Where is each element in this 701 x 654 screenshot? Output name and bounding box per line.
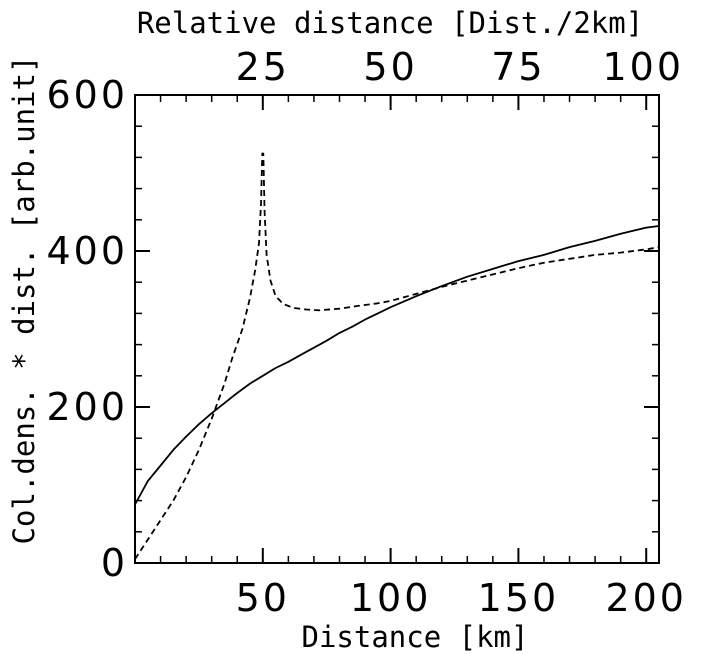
axis-ticks — [135, 94, 659, 564]
x-tick-label: 50 — [236, 576, 290, 620]
y-tick-label: 0 — [101, 541, 128, 585]
x-tick-label: 200 — [605, 576, 687, 620]
series-layer — [134, 152, 660, 560]
x-tick-label: 150 — [478, 576, 560, 620]
y-tick-label: 600 — [46, 73, 128, 117]
x-axis-label: Distance [km] — [302, 620, 529, 654]
x2-tick-label: 25 — [236, 45, 290, 89]
series-dashed-line — [134, 152, 660, 560]
tick-labels: 50 100 150 200 25 50 75 100 0 200 400 600 — [46, 45, 687, 620]
y-tick-label: 400 — [46, 229, 128, 273]
y-axis-label: Col.dens. * dist. [arb.unit] — [7, 56, 41, 545]
x2-tick-label: 100 — [602, 45, 684, 89]
x-tick-label: 100 — [350, 576, 432, 620]
y-tick-label: 200 — [46, 385, 128, 429]
plot-frame — [134, 94, 660, 564]
series-solid-line — [134, 225, 660, 505]
x2-tick-label: 50 — [363, 45, 417, 89]
x2-axis-label: Relative distance [Dist./2km] — [137, 6, 643, 40]
x2-tick-label: 75 — [491, 45, 545, 89]
